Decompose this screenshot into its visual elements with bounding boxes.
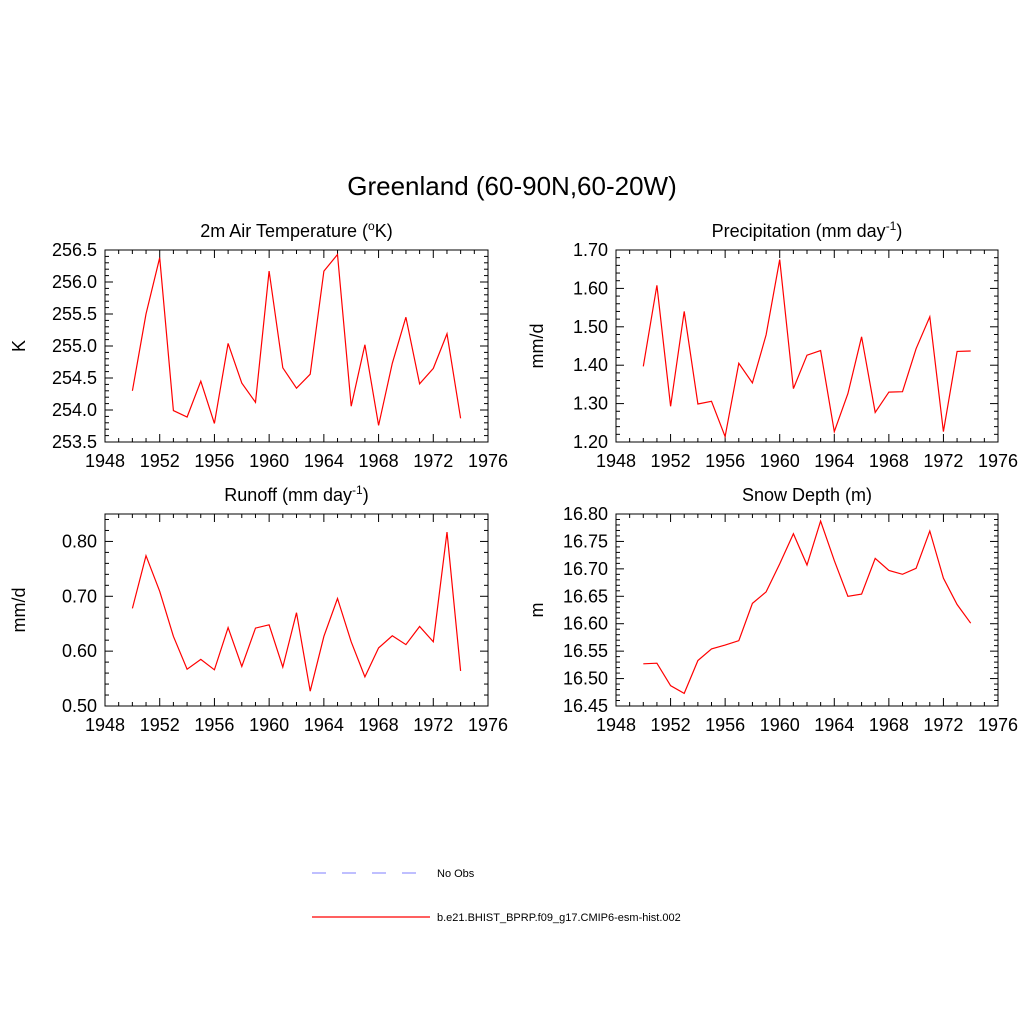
panel-title-main: Snow Depth (m) — [742, 485, 872, 505]
chart-panel-2: 1948 1952 1956 1960 1964 1968 1972 1976 1.20 1.30… — [527, 219, 1018, 471]
chart-panel-1: 1948 1952 1956 1960 1964 1968 1972 1976 253.5 254… — [9, 219, 508, 471]
x-tick-label: 1968 — [359, 715, 399, 735]
x-tick-label: 1964 — [304, 451, 344, 471]
y-tick-label: 16.45 — [563, 696, 608, 716]
x-tick-label: 1948 — [85, 715, 125, 735]
series-line — [643, 519, 972, 695]
panel-title-main: Precipitation (mm day — [712, 221, 886, 241]
x-tick-label: 1964 — [304, 715, 344, 735]
x-tick-label: 1960 — [249, 451, 289, 471]
y-tick-label: 0.80 — [62, 531, 97, 551]
legend-label-model: b.e21.BHIST_BPRP.f09_g17.CMIP6-esm-hist.… — [437, 912, 681, 924]
y-tick-label: 1.50 — [573, 317, 608, 337]
chart-panel-4: 1948 1952 1956 1960 1964 1968 1972 1976 16.45 16.… — [527, 485, 1018, 735]
panel-title-end: ) — [896, 221, 902, 241]
x-tick-label: 1972 — [413, 715, 453, 735]
x-tick-label: 1952 — [140, 715, 180, 735]
x-tick-label: 1956 — [705, 451, 745, 471]
x-tick-label: 1972 — [923, 451, 963, 471]
y-tick-label: 0.70 — [62, 586, 97, 606]
chart-panel-3: 1948 1952 1956 1960 1964 1968 1972 1976 0.50 0.60… — [9, 483, 508, 735]
x-tick-label: 1968 — [869, 715, 909, 735]
x-tick-label: 1948 — [596, 715, 636, 735]
x-tick-label: 1960 — [760, 451, 800, 471]
x-tick-label: 1952 — [140, 451, 180, 471]
plot-frame — [615, 513, 999, 707]
x-tick-label: 1956 — [194, 451, 234, 471]
panel-title-superscript: -1 — [352, 483, 363, 497]
panel-title-end: K) — [375, 221, 393, 241]
y-tick-label: 1.20 — [573, 432, 608, 452]
y-tick-label: 16.60 — [563, 614, 608, 634]
panels-group: 1948 1952 1956 1960 1964 1968 1972 1976 253.5 254… — [9, 219, 1018, 735]
plot-frame — [104, 249, 489, 443]
y-tick-label: 255.5 — [52, 304, 97, 324]
y-tick-label: 16.75 — [563, 531, 608, 551]
x-tick-label: 1952 — [651, 715, 691, 735]
legend: No Obs b.e21.BHIST_BPRP.f09_g17.CMIP6-esm… — [312, 868, 681, 924]
y-axis-label: mm/d — [527, 324, 547, 369]
y-tick-label: 1.30 — [573, 394, 608, 414]
plot-frame — [104, 513, 489, 707]
y-tick-label: 253.5 — [52, 432, 97, 452]
y-tick-label: 1.40 — [573, 355, 608, 375]
x-tick-label: 1976 — [468, 715, 508, 735]
panel-title-superscript: -1 — [886, 219, 897, 233]
y-tick-label: 16.50 — [563, 669, 608, 689]
x-tick-label: 1956 — [194, 715, 234, 735]
y-tick-label: 16.80 — [563, 504, 608, 524]
y-tick-label: 254.5 — [52, 368, 97, 388]
x-tick-label: 1964 — [814, 451, 854, 471]
y-tick-label: 16.55 — [563, 641, 608, 661]
x-tick-label: 1952 — [651, 451, 691, 471]
x-tick-label: 1968 — [359, 451, 399, 471]
y-axis-label: m — [527, 603, 547, 618]
x-tick-label: 1960 — [760, 715, 800, 735]
x-tick-label: 1972 — [923, 715, 963, 735]
y-axis-label: mm/d — [9, 588, 29, 633]
x-tick-label: 1976 — [978, 451, 1018, 471]
x-tick-label: 1948 — [596, 451, 636, 471]
y-tick-label: 16.65 — [563, 586, 608, 606]
x-tick-label: 1960 — [249, 715, 289, 735]
x-tick-label: 1968 — [869, 451, 909, 471]
x-tick-label: 1948 — [85, 451, 125, 471]
panel-title-superscript: o — [368, 219, 375, 233]
y-tick-label: 254.0 — [52, 400, 97, 420]
panel-title-main: Runoff (mm day — [224, 485, 352, 505]
series-line — [642, 259, 971, 439]
panel-title-main: 2m Air Temperature ( — [200, 221, 368, 241]
x-tick-label: 1972 — [413, 451, 453, 471]
main-title: Greenland (60-90N,60-20W) — [347, 171, 677, 201]
y-tick-label: 255.0 — [52, 336, 97, 356]
y-tick-label: 256.5 — [52, 240, 97, 260]
x-tick-label: 1976 — [468, 451, 508, 471]
series-line — [131, 532, 462, 692]
panel-title: Runoff (mm day-1) — [224, 483, 368, 505]
panel-title: 2m Air Temperature (oK) — [200, 219, 392, 241]
y-tick-label: 0.50 — [62, 696, 97, 716]
panel-title-end: ) — [363, 485, 369, 505]
panel-title: Precipitation (mm day-1) — [712, 219, 903, 241]
y-tick-label: 16.70 — [563, 559, 608, 579]
x-tick-label: 1964 — [814, 715, 854, 735]
series-line — [131, 252, 462, 426]
legend-label-no-obs: No Obs — [437, 868, 475, 880]
y-tick-label: 1.70 — [573, 240, 608, 260]
x-tick-label: 1956 — [705, 715, 745, 735]
y-tick-label: 0.60 — [62, 641, 97, 661]
y-tick-label: 256.0 — [52, 272, 97, 292]
y-axis-label: K — [9, 340, 29, 352]
panel-title: Snow Depth (m) — [742, 485, 872, 505]
y-tick-label: 1.60 — [573, 278, 608, 298]
x-tick-label: 1976 — [978, 715, 1018, 735]
